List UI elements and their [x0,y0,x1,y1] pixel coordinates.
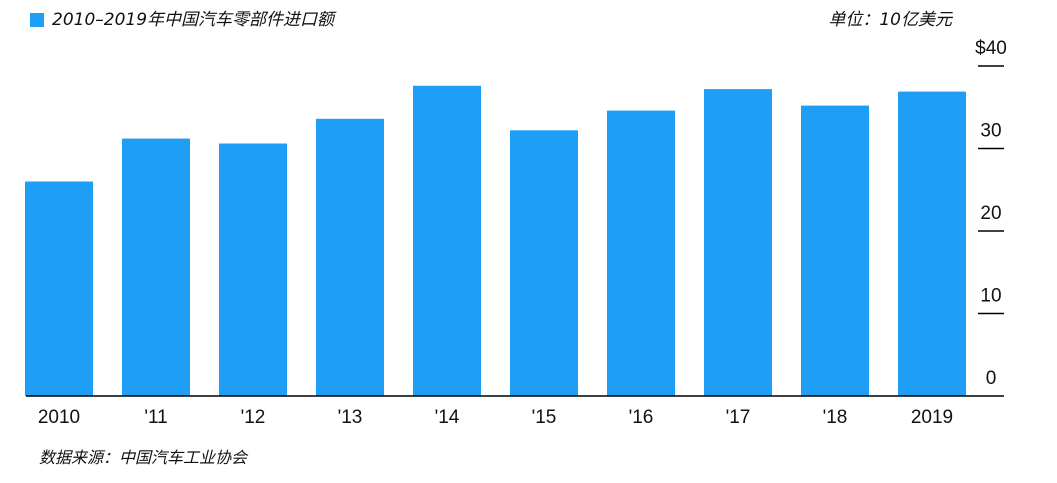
bar-8 [801,105,869,396]
bar-9 [898,91,966,396]
x-tick-label-8: '18 [823,407,848,428]
x-tick-label-2: '12 [241,407,266,428]
source-note: 数据来源：中国汽车工业协会 [39,448,248,467]
x-tick-label-6: '16 [629,407,654,428]
bar-chart: 2010 '11 '12 '13 '14 '15 '16 '17 '18 2019 0 10 20 30 $… [25,38,1007,428]
y-tick-label-2: 20 [980,203,1001,224]
x-tick-label-5: '15 [532,407,557,428]
bar-0 [25,181,93,396]
x-tick-label-9: 2019 [911,407,953,428]
bar-3 [316,118,384,397]
legend-swatch [30,13,44,27]
bar-7 [704,89,772,396]
y-tick-label-4: $40 [975,38,1007,59]
bar-1 [122,138,190,396]
y-tick-label-0: 0 [986,368,997,389]
bar-4 [413,85,481,397]
unit-label: 单位：10亿美元 [828,10,952,30]
x-tick-label-0: 2010 [38,407,80,428]
y-tick-label-1: 10 [980,286,1001,307]
x-tick-label-1: '11 [144,407,167,428]
x-tick-label-7: '17 [726,407,751,428]
bar-6 [607,110,675,396]
y-tick-label-3: 30 [980,121,1001,142]
bar-2 [219,143,287,396]
legend-label: 2010–2019年中国汽车零部件进口额 [52,10,335,30]
bar-5 [510,130,578,397]
x-tick-label-4: '14 [435,407,460,428]
chart-legend: 2010–2019年中国汽车零部件进口额 [30,9,334,31]
x-tick-label-3: '13 [338,407,363,428]
